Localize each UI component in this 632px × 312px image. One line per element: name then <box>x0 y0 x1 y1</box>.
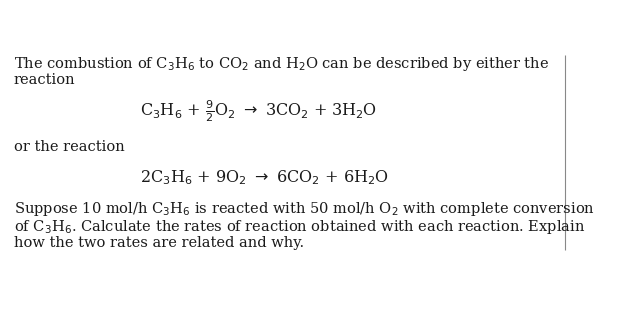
Text: C$_3$H$_6$ + $\frac{9}{2}$O$_2$ $\rightarrow$ 3CO$_2$ + 3H$_2$O: C$_3$H$_6$ + $\frac{9}{2}$O$_2$ $\righta… <box>140 98 377 124</box>
Text: The combustion of C$_3$H$_6$ to CO$_2$ and H$_2$O can be described by either the: The combustion of C$_3$H$_6$ to CO$_2$ a… <box>14 55 549 73</box>
Text: reaction: reaction <box>14 73 76 87</box>
Text: Suppose 10 mol/h C$_3$H$_6$ is reacted with 50 mol/h O$_2$ with complete convers: Suppose 10 mol/h C$_3$H$_6$ is reacted w… <box>14 200 595 218</box>
Text: how the two rates are related and why.: how the two rates are related and why. <box>14 236 304 250</box>
Text: 2C$_3$H$_6$ + 9O$_2$ $\rightarrow$ 6CO$_2$ + 6H$_2$O: 2C$_3$H$_6$ + 9O$_2$ $\rightarrow$ 6CO$_… <box>140 168 389 187</box>
Text: of C$_3$H$_6$. Calculate the rates of reaction obtained with each reaction. Expl: of C$_3$H$_6$. Calculate the rates of re… <box>14 218 585 236</box>
Text: or the reaction: or the reaction <box>14 140 125 154</box>
